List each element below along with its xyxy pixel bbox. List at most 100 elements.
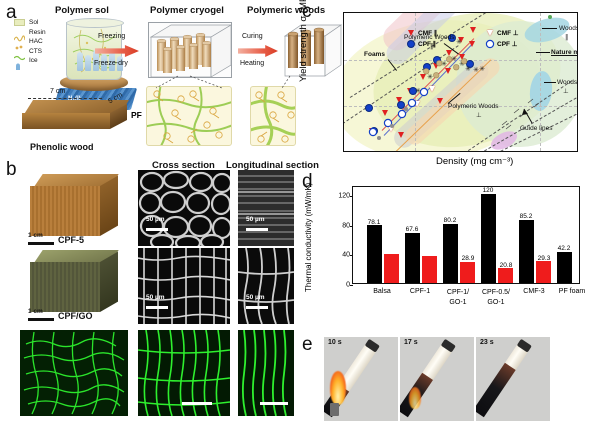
panel-c-letter: c bbox=[302, 1, 312, 22]
point-cmf-perp-5 bbox=[445, 68, 451, 74]
panel-d-ylabel: Thermal conductivity (mW/mK) bbox=[304, 182, 313, 292]
legend-filled-hex-icon bbox=[408, 41, 414, 47]
legend-cpf-perp-label: CPF ⊥ bbox=[497, 41, 518, 48]
legend-cmf-perp: CMF ⊥ bbox=[487, 29, 558, 37]
catlabel-cmf3: CMF-3 bbox=[523, 288, 545, 295]
arrow1-bottom-label: Freeze-dry bbox=[94, 60, 128, 67]
ref-dot-7 bbox=[404, 107, 408, 111]
cpf5-sample-label: CPF-5 bbox=[58, 235, 85, 245]
barval-cmf3-red: 29.3 bbox=[537, 255, 551, 262]
point-cmf-par-3 bbox=[396, 97, 402, 103]
ref-dot-4 bbox=[453, 64, 459, 70]
cpf5-sample-photo bbox=[30, 174, 119, 236]
point-cpf-par-6 bbox=[434, 57, 440, 63]
panel-c-plot-area: ✳ ✳ ✳ ✳ ✳ ✳ ✳ ✳ ✳ bbox=[343, 12, 578, 152]
anno-polymeric-woods-par-sub: ∥ bbox=[430, 43, 434, 50]
legend-cmf-perp-label: CMF ⊥ bbox=[497, 30, 519, 37]
fluor-cross-scalebar bbox=[182, 402, 212, 405]
panel-e-letter: e bbox=[302, 334, 313, 355]
panel-d-plot-area: 0 40 80 120 78.1 38.8 67.6 36.3 80.2 28.… bbox=[338, 186, 580, 289]
cpf5-long-scalebar bbox=[246, 228, 268, 231]
ref-dot-3 bbox=[446, 56, 452, 62]
legend-cpf-parallel: CPF ∥ bbox=[408, 40, 479, 48]
nitrogen-label: N₂(l) bbox=[68, 96, 81, 102]
d-ytick-0: 0 bbox=[346, 281, 350, 289]
cts-swatch-icon bbox=[13, 48, 26, 60]
bar-cpf1-red bbox=[422, 256, 437, 283]
point-cmf-perp-1 bbox=[388, 126, 394, 132]
anno-polymeric-woods-par: Polymeric Woods bbox=[404, 34, 455, 41]
resin-swatch-icon bbox=[13, 29, 26, 42]
anno-nature-materials: Nature materials bbox=[551, 49, 577, 56]
ref-star-6: ✳ bbox=[473, 66, 479, 74]
point-cpf-par-1 bbox=[366, 105, 372, 111]
cpfgo-longitudinal-sem: 50 µm bbox=[238, 248, 294, 324]
cpfgo-photo-scalebar bbox=[28, 318, 54, 321]
cpf5-photo-scalebar bbox=[28, 242, 54, 245]
xtick-1000: 1000 bbox=[532, 151, 548, 152]
pf-label: PF bbox=[131, 110, 142, 120]
panel-c-xlabel: Density (mg cm⁻³) bbox=[436, 156, 514, 167]
cpfgo-sample-photo bbox=[30, 250, 119, 312]
catlabel-pffoam: PF foam bbox=[558, 288, 586, 295]
timestamp-10s: 10 s bbox=[328, 339, 342, 346]
fluorescence-cross-section-image bbox=[138, 330, 230, 416]
bar-cpf1go1-red bbox=[460, 261, 475, 283]
bar-balsa-red bbox=[384, 254, 399, 283]
legend-cpf-par-label: CPF ∥ bbox=[418, 41, 437, 48]
barval-cpf1go1-black: 80.2 bbox=[443, 217, 457, 224]
ref-dot-green bbox=[548, 15, 552, 19]
cpfgo-cross-scale-label: 50 µm bbox=[146, 294, 165, 301]
point-cpf-perp-2 bbox=[385, 120, 391, 126]
legend-label-ice: Ice bbox=[29, 57, 38, 65]
d-ytick-80: 80 bbox=[342, 222, 350, 230]
ref-star-5: ✳ bbox=[465, 65, 471, 73]
d-ytick-40: 40 bbox=[342, 251, 350, 259]
point-cmf-perp-4 bbox=[429, 86, 435, 92]
process-arrow-curing bbox=[238, 45, 278, 57]
pf-network-inset-left bbox=[146, 86, 232, 146]
ref-dot-9 bbox=[377, 136, 381, 140]
barval-cmf3-black: 85.2 bbox=[519, 213, 533, 220]
point-cmf-par-5 bbox=[420, 74, 426, 80]
anno-foams: Foams bbox=[364, 51, 385, 58]
anno-polymeric-woods-perp: Polymeric Woods bbox=[448, 103, 499, 110]
catlabel-balsa: Balsa bbox=[373, 288, 391, 295]
cpfgo-photo-scale-label: 1 cm bbox=[28, 308, 43, 315]
bar-pffoam-black bbox=[557, 251, 572, 283]
cpf5-longitudinal-sem: 50 µm bbox=[238, 170, 294, 246]
panel-e: e 10 s 17 s 23 s bbox=[296, 317, 600, 425]
anno-woods-perp-sub: ⊥ bbox=[563, 88, 569, 95]
cpfgo-cross-scalebar bbox=[146, 306, 168, 309]
cpf5-cross-section-sem: 50 µm bbox=[138, 170, 230, 246]
polymer-cryogel-block bbox=[148, 22, 233, 78]
legend-filled-triangle-icon bbox=[408, 30, 414, 36]
panel-b-col-longitudinal: Longitudinal section bbox=[226, 160, 319, 171]
legend-item-hac: HAC bbox=[14, 37, 74, 50]
sample-stick-3 bbox=[476, 338, 532, 418]
ref-star-7: ✳ bbox=[479, 65, 485, 73]
catlabel-cpf05go1: CPF-0.5/ GO-1 bbox=[481, 289, 511, 306]
legend-item-resin: Resin bbox=[13, 28, 74, 42]
ref-dot-2 bbox=[436, 60, 442, 66]
gridline-y-10 bbox=[344, 59, 577, 61]
legend-item-cts: CTS bbox=[13, 47, 74, 60]
panel-b-letter: b bbox=[6, 159, 17, 180]
legend-label-sol: Sol bbox=[29, 19, 39, 27]
barval-pffoam-black: 42.2 bbox=[557, 245, 571, 252]
ref-star-3: ✳ bbox=[451, 55, 457, 63]
legend-label-cts: CTS bbox=[29, 47, 42, 55]
fluorescence-longitudinal-image bbox=[238, 330, 294, 416]
legend-open-triangle-icon bbox=[487, 30, 493, 36]
d-ytick-120: 120 bbox=[338, 192, 350, 200]
ref-dot-1 bbox=[423, 68, 429, 74]
arrow2-top-label: Curing bbox=[242, 33, 263, 40]
anno-woods-par-sub: ∥ bbox=[565, 34, 569, 41]
cpfgo-long-scale-label: 50 µm bbox=[246, 294, 265, 301]
panel-c-legend: CMF ∥ CMF ⊥ CPF ∥ CPF ⊥ bbox=[408, 29, 558, 48]
panel-d-letter: d bbox=[302, 171, 313, 192]
point-cmf-par-6 bbox=[433, 63, 439, 69]
legend-open-hex-icon bbox=[487, 41, 493, 47]
panel-a-legend: Sol Resin HAC CTS bbox=[13, 18, 74, 71]
